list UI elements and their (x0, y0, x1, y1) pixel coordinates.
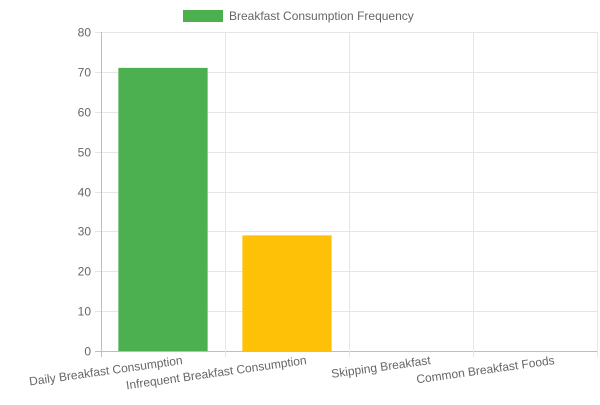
legend-swatch (183, 10, 223, 22)
bar-1[interactable] (242, 235, 332, 351)
y-tick-label: 50 (78, 146, 92, 160)
y-tick-label: 40 (78, 186, 92, 200)
y-tick-label: 0 (84, 345, 91, 359)
chart-legend[interactable]: Breakfast Consumption Frequency (183, 9, 414, 23)
legend-label: Breakfast Consumption Frequency (229, 9, 414, 23)
x-tick-label: Common Breakfast Foods (415, 353, 555, 386)
bar-0[interactable] (118, 67, 208, 351)
y-tick-label: 10 (78, 305, 92, 319)
bars (118, 67, 332, 351)
y-axis-ticks: 0 10 20 30 40 50 60 70 80 (78, 26, 92, 359)
y-tick-label: 20 (78, 265, 92, 279)
y-tick-label: 70 (78, 66, 92, 80)
y-tick-label: 80 (78, 26, 92, 40)
y-tick-label: 60 (78, 106, 92, 120)
y-tick-label: 30 (78, 225, 92, 239)
